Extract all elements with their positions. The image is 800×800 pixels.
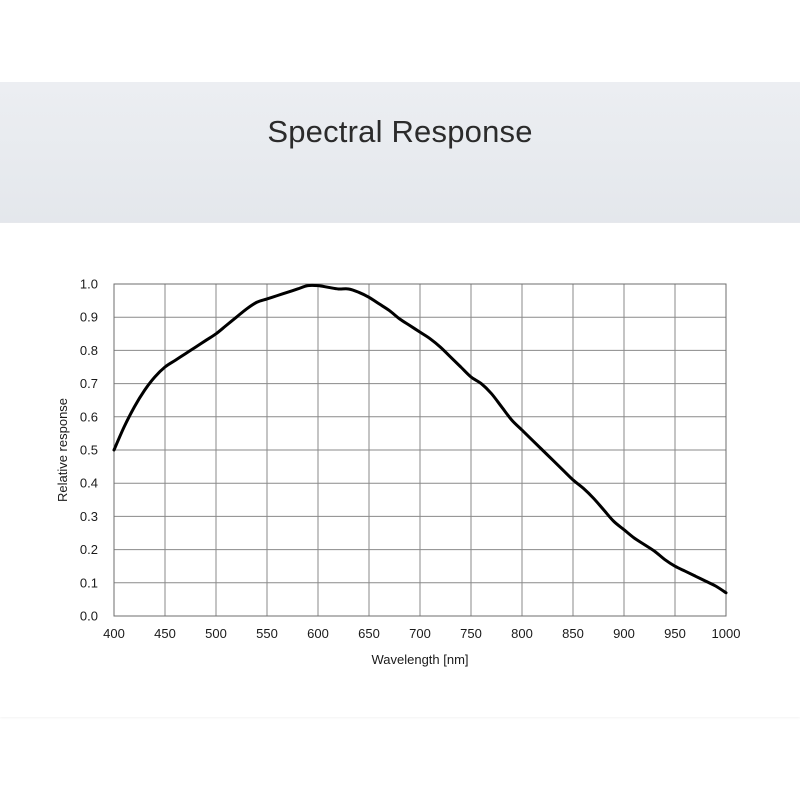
x-axis-label: Wavelength [nm] (371, 652, 468, 667)
y-tick-label: 1.0 (80, 277, 98, 292)
x-tick-label: 750 (460, 626, 482, 641)
x-tick-label: 950 (664, 626, 686, 641)
x-tick-label: 400 (103, 626, 125, 641)
x-tick-label: 500 (205, 626, 227, 641)
y-tick-label: 0.9 (80, 310, 98, 325)
y-tick-label: 0.3 (80, 509, 98, 524)
x-tick-label: 600 (307, 626, 329, 641)
x-tick-label: 900 (613, 626, 635, 641)
y-tick-label: 0.7 (80, 376, 98, 391)
y-tick-label: 0.8 (80, 343, 98, 358)
y-tick-label: 0.0 (80, 609, 98, 624)
chart-series (112, 283, 728, 595)
x-tick-label: 700 (409, 626, 431, 641)
y-tick-label: 0.1 (80, 575, 98, 590)
y-tick-label: 0.6 (80, 409, 98, 424)
x-tick-label: 650 (358, 626, 380, 641)
x-tick-label: 450 (154, 626, 176, 641)
title-banner (0, 82, 800, 222)
y-tick-label: 0.2 (80, 542, 98, 557)
x-tick-label: 1000 (712, 626, 741, 641)
y-tick-label: 0.5 (80, 443, 98, 458)
x-tick-label: 850 (562, 626, 584, 641)
spectral-response-line (112, 283, 728, 595)
y-tick-label: 0.4 (80, 476, 98, 491)
page-title: Spectral Response (267, 114, 533, 149)
chart-card (0, 222, 800, 717)
y-axis-label: Relative response (55, 398, 70, 502)
y-tick-labels: 0.0 0.1 0.2 0.3 0.4 0.5 0.6 0.7 0.8 0.9 1.0 (80, 277, 98, 624)
chart-grid (113, 283, 727, 617)
x-tick-label: 550 (256, 626, 278, 641)
x-tick-labels: 400 450 500 550 600 650 700 750 800 850 900 950 1000 (103, 626, 740, 641)
x-tick-label: 800 (511, 626, 533, 641)
